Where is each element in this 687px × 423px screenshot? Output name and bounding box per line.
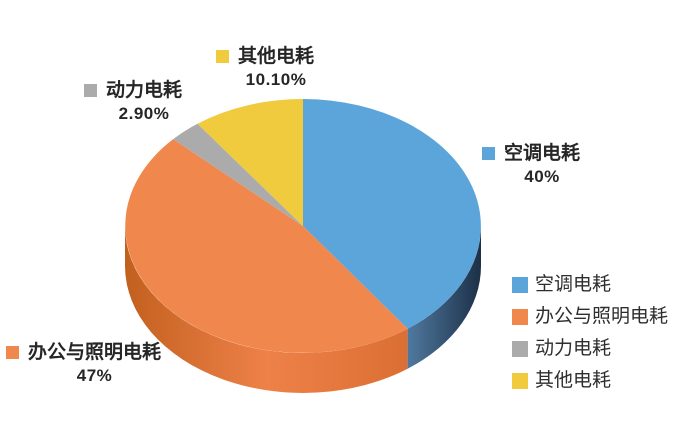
legend-item-ac: 空调电耗 <box>512 274 668 296</box>
legend-swatch-other-icon <box>512 373 528 389</box>
data-label-office: 办公与照明电耗 47% <box>6 342 161 386</box>
legend-item-power: 动力电耗 <box>512 338 668 360</box>
legend-swatch-power-icon <box>512 341 528 357</box>
data-label-text: 其他电耗 <box>238 46 315 67</box>
label-swatch-power-icon <box>84 84 97 97</box>
legend-swatch-ac-icon <box>512 277 528 293</box>
data-label-text: 空调电耗 <box>504 143 581 164</box>
data-label-value: 10.10% <box>245 70 307 89</box>
data-label-text: 办公与照明电耗 <box>28 342 162 363</box>
data-label-power: 动力电耗 2.90% <box>84 80 182 124</box>
pie-top-slices <box>125 99 481 353</box>
legend-swatch-office-icon <box>512 309 528 325</box>
legend-label: 其他电耗 <box>535 370 612 391</box>
data-label-value: 2.90% <box>118 104 170 123</box>
label-swatch-ac-icon <box>482 147 495 160</box>
data-label-ac: 空调电耗 40% <box>482 143 580 187</box>
pie-slice-side-1 <box>125 226 408 393</box>
pie-slice-side-0 <box>407 226 481 369</box>
legend-label: 动力电耗 <box>535 338 612 359</box>
pie-3d-side <box>125 226 481 393</box>
legend: 空调电耗 办公与照明电耗 动力电耗 其他电耗 <box>512 274 668 402</box>
label-swatch-office-icon <box>6 346 19 359</box>
pie-slice-1 <box>125 139 408 353</box>
pie-slice-0 <box>303 99 481 329</box>
data-label-value: 40% <box>524 167 560 186</box>
label-swatch-other-icon <box>216 50 229 63</box>
data-label-value: 47% <box>76 366 113 385</box>
data-label-text: 动力电耗 <box>106 80 183 101</box>
legend-label: 空调电耗 <box>535 274 612 295</box>
legend-label: 办公与照明电耗 <box>535 306 669 327</box>
data-label-other: 其他电耗 10.10% <box>216 46 314 90</box>
pie-slice-3 <box>197 99 303 226</box>
legend-item-office: 办公与照明电耗 <box>512 306 668 328</box>
pie-slice-2 <box>173 123 303 226</box>
legend-item-other: 其他电耗 <box>512 370 668 392</box>
